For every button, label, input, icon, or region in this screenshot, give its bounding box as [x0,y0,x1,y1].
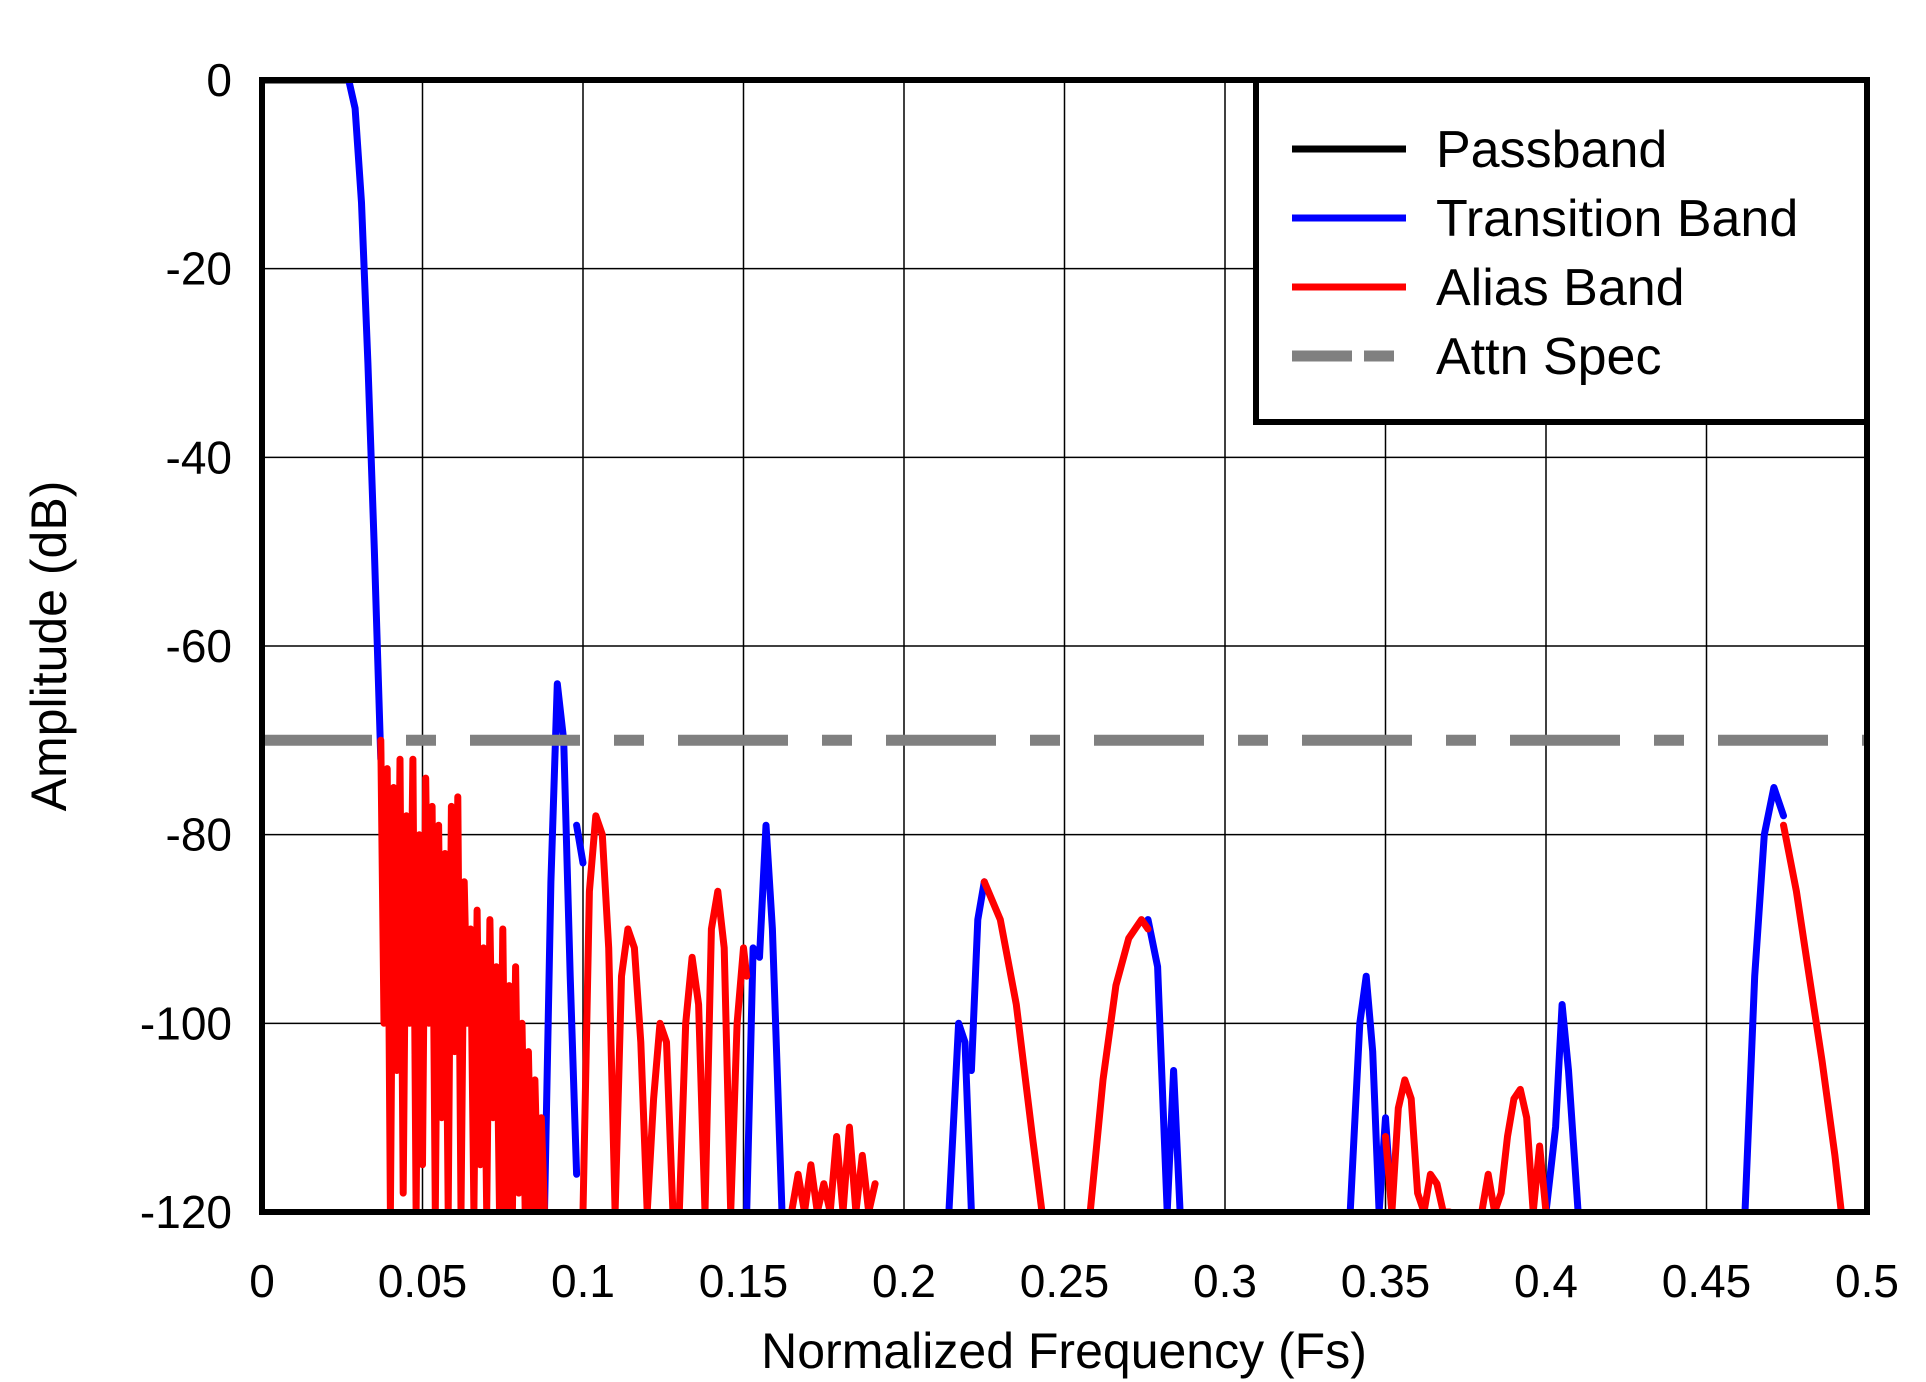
series-layer [262,80,1867,1212]
series-alias-band-line [1382,1076,1454,1212]
plot-frame [259,77,1870,1215]
series-transition-band-line [945,1019,975,1212]
x-tick-label: 0.35 [1341,1255,1431,1307]
legend-box [1253,77,1870,425]
legend-label-attn-spec: Attn Spec [1436,328,1661,386]
series-alias-band-line [1478,1085,1550,1212]
x-tick-label: 0.05 [378,1255,468,1307]
y-tick-label: -100 [140,997,232,1049]
series-alias-band-line [377,736,548,1212]
y-tick-labels: 0 -20 -40 -60 -80 -100 -120 [140,54,232,1238]
series-transition-band-line [743,821,786,1212]
x-tick-label: 0.1 [551,1255,615,1307]
series-alias-band-line [1086,916,1152,1212]
x-tick-label: 0.5 [1835,1255,1899,1307]
legend: Passband Transition Band Alias Band Attn Sp… [1253,77,1870,425]
series-alias-band-line [579,812,751,1212]
x-tick-label: 0.25 [1020,1255,1110,1307]
y-axis-label: Amplitude (dB) [21,481,77,812]
x-tick-label: 0.45 [1662,1255,1752,1307]
series-transition-band-line [1144,916,1184,1212]
series-alias-band-line [980,878,1046,1212]
legend-label-passband: Passband [1436,121,1667,179]
x-tick-label: 0.4 [1514,1255,1578,1307]
x-tick-labels: 0 0.05 0.1 0.15 0.2 0.25 0.3 0.35 0.4 0.45 0.5 [249,1255,1899,1307]
y-tick-label: -80 [166,809,232,861]
x-tick-label: 0 [249,1255,275,1307]
x-tick-label: 0.15 [699,1255,789,1307]
x-tick-label: 0.2 [872,1255,936,1307]
series-alias-band-line [788,1123,879,1212]
series-transition-band-line [345,80,385,763]
legend-label-alias-band: Alias Band [1436,259,1685,317]
x-axis-label: Normalized Frequency (Fs) [761,1323,1367,1379]
y-tick-label: -40 [166,431,232,483]
legend-label-transition-band: Transition Band [1436,190,1798,248]
series-transition-band-line [573,821,587,867]
series-transition-band-line [541,680,581,1212]
series-transition-band-line [1741,784,1787,1212]
y-tick-label: -20 [166,243,232,295]
y-tick-label: -120 [140,1186,232,1238]
series-transition-band-line [967,878,988,1074]
y-tick-label: -60 [166,620,232,672]
series-transition-band-line [1346,972,1396,1212]
x-tick-label: 0.3 [1193,1255,1257,1307]
y-tick-label: 0 [206,54,232,106]
series-transition-band-line [1542,1001,1582,1212]
series-alias-band-line [1780,821,1845,1212]
